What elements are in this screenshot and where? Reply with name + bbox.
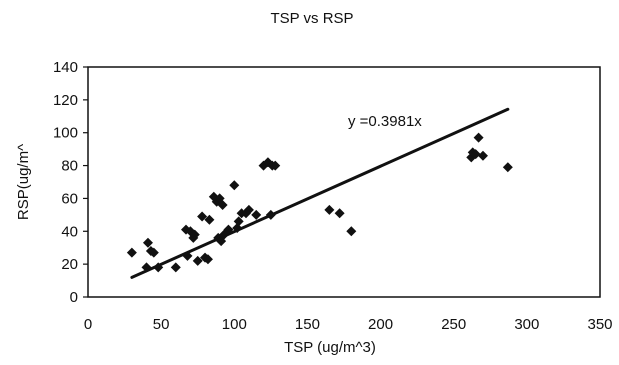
data-point <box>189 229 200 240</box>
y-tick-label: 40 <box>61 223 78 240</box>
data-point <box>182 250 193 261</box>
x-tick-label: 100 <box>222 316 247 333</box>
y-axis-ticks: 0 20 40 60 80 100 120 140 <box>53 59 88 306</box>
trendline <box>130 107 510 279</box>
data-point <box>142 237 153 248</box>
y-tick-label: 140 <box>53 59 78 76</box>
data-point <box>223 224 234 235</box>
y-tick-label: 80 <box>61 158 78 175</box>
data-point <box>153 262 164 273</box>
data-point <box>141 262 152 273</box>
x-tick-label: 200 <box>368 316 393 333</box>
y-tick-label: 100 <box>53 125 78 142</box>
data-point <box>170 262 181 273</box>
x-tick-label: 0 <box>84 316 92 333</box>
data-point <box>204 214 215 225</box>
y-axis-label: RSP(ug/m^ <box>15 144 32 220</box>
data-point <box>265 209 276 220</box>
data-point <box>233 216 244 227</box>
trendline-equation: y =0.3981x <box>348 113 422 130</box>
x-tick-label: 50 <box>153 316 170 333</box>
y-tick-label: 0 <box>70 289 78 306</box>
y-tick-label: 60 <box>61 190 78 207</box>
data-point <box>270 160 281 171</box>
data-point <box>229 180 240 191</box>
x-tick-label: 350 <box>587 316 612 333</box>
data-point <box>502 162 513 173</box>
data-point <box>477 150 488 161</box>
data-point <box>148 247 159 258</box>
x-axis-ticks: 0 50 100 150 200 250 300 350 <box>84 316 613 333</box>
data-point <box>217 200 228 210</box>
data-point <box>192 255 203 266</box>
x-tick-label: 250 <box>441 316 466 333</box>
data-point <box>251 209 262 220</box>
data-point <box>232 223 243 233</box>
data-point <box>334 208 345 219</box>
x-tick-label: 150 <box>295 316 320 333</box>
y-tick-label: 120 <box>53 92 78 109</box>
data-point <box>324 204 335 215</box>
data-points <box>126 132 513 273</box>
x-axis-label: TSP (ug/m^3) <box>284 339 376 356</box>
x-tick-label: 300 <box>514 316 539 333</box>
y-tick-label: 20 <box>61 256 78 273</box>
data-point <box>470 149 481 160</box>
data-point <box>202 254 213 265</box>
data-point <box>243 204 254 215</box>
trendline-group <box>130 107 510 279</box>
data-point <box>126 247 137 258</box>
chart-title: TSP vs RSP <box>270 10 353 27</box>
data-point <box>473 132 484 143</box>
data-point <box>346 226 357 237</box>
data-point <box>197 211 208 222</box>
